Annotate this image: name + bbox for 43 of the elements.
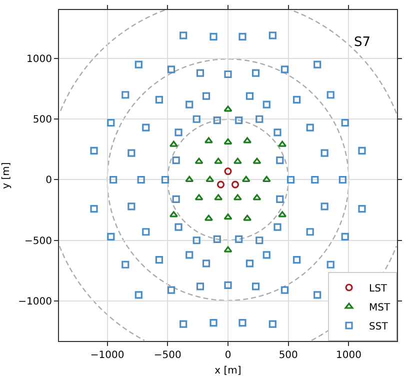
- legend-label: MST: [369, 302, 391, 314]
- point: [194, 158, 204, 164]
- y-tick-label: 1000: [26, 54, 52, 65]
- point: [204, 137, 213, 144]
- x-tick-label: −1000: [90, 350, 124, 361]
- legend-label: LST: [369, 283, 388, 294]
- point: [243, 137, 252, 144]
- x-tick-label: −500: [154, 350, 182, 361]
- y-tick-label: 500: [32, 114, 52, 126]
- point: [252, 158, 262, 164]
- y-tick-label: −1000: [18, 296, 52, 308]
- point: [169, 211, 178, 218]
- annotation: S7: [354, 35, 371, 50]
- y-tick-label: −500: [24, 236, 52, 247]
- point: [185, 176, 194, 182]
- point: [233, 194, 242, 200]
- x-axis-title: x [m]: [214, 366, 242, 376]
- point: [224, 138, 232, 144]
- point: [278, 140, 287, 147]
- point: [233, 158, 242, 164]
- point: [204, 214, 213, 221]
- point: [224, 246, 232, 252]
- point: [169, 140, 178, 147]
- point: [243, 214, 252, 221]
- point: [252, 194, 262, 200]
- point: [216, 180, 225, 188]
- point: [194, 194, 204, 200]
- point: [262, 176, 271, 182]
- y-axis-title: y [m]: [1, 162, 12, 189]
- y-tick-label: 0: [46, 175, 52, 186]
- x-tick-label: 500: [278, 350, 298, 361]
- x-tick-label: 0: [224, 350, 232, 361]
- x-tick-label: 1000: [336, 350, 362, 361]
- point: [224, 214, 232, 220]
- point: [231, 180, 240, 188]
- point: [224, 167, 232, 176]
- point: [224, 106, 232, 112]
- point: [214, 194, 223, 200]
- point: [206, 176, 214, 182]
- point: [278, 211, 287, 218]
- point: [242, 176, 250, 182]
- point: [214, 158, 223, 164]
- legend-label: SST: [369, 321, 389, 332]
